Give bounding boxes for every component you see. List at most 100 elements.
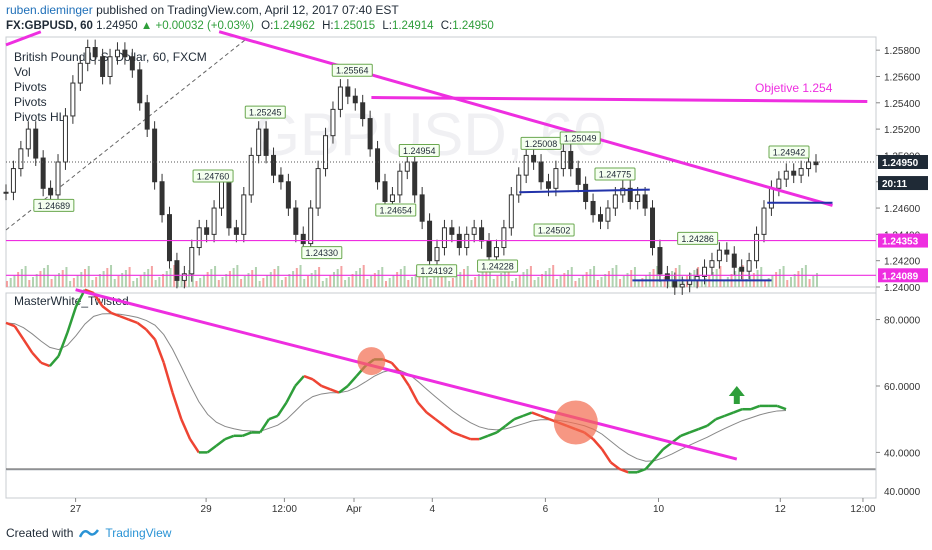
oscillator-segment: [303, 374, 314, 381]
volume-bar: [437, 273, 440, 287]
volume-bar: [188, 270, 191, 287]
legend-pivots-1: Pivots: [14, 80, 47, 94]
pivot-label: 1.25564: [336, 66, 369, 76]
candle-body: [77, 62, 83, 84]
oscillator-segment: [22, 338, 34, 354]
candle-body: [627, 187, 633, 202]
volume-bar: [72, 278, 75, 287]
candle-body: [568, 150, 574, 170]
candle-body: [635, 194, 641, 202]
low-label: L:: [382, 20, 392, 32]
pivot-label-box: [533, 223, 575, 237]
candle-body: [709, 260, 715, 268]
pivot-label-box: [594, 167, 636, 181]
volume-bar: [139, 275, 142, 287]
price-tag: [878, 233, 928, 248]
published-text: published on TradingView.com, April 12, …: [96, 3, 399, 17]
oscillator-segment: [531, 411, 542, 418]
volume-bar: [102, 271, 105, 287]
oscillator-segment: [487, 431, 498, 437]
candle-body: [731, 253, 737, 268]
volume-bar: [533, 280, 536, 287]
price-tag: [878, 268, 928, 283]
symbol-line: FX:GBPUSD, 60 1.24950 ▲ +0.00032 (+0.03%…: [6, 20, 494, 32]
high-value: 1.25015: [333, 20, 376, 32]
volume-bar: [206, 272, 209, 287]
author-link[interactable]: ruben.dieminger: [6, 3, 93, 17]
volume-bar: [515, 278, 518, 287]
tradingview-brand[interactable]: TradingView: [105, 526, 172, 540]
oscillator-segment: [732, 408, 743, 414]
volume-bar: [344, 280, 347, 287]
price-axis-label: 1.25400: [884, 99, 921, 110]
candle-body: [256, 128, 262, 156]
pivot-label-box: [375, 203, 417, 217]
objective-annotation: Objetive 1.254: [755, 81, 833, 95]
volume-bar: [715, 269, 718, 287]
oscillator-segment: [276, 401, 288, 417]
volume-bar: [98, 274, 101, 287]
oscillator-segment: [101, 305, 112, 314]
volume-bar: [17, 272, 20, 287]
candle-body: [360, 102, 366, 120]
pivot-label-box: [416, 264, 458, 278]
volume-bar: [674, 268, 677, 287]
volume-bar: [518, 275, 521, 287]
candle-body: [219, 181, 225, 209]
oscillator-segment: [609, 461, 621, 470]
candle-body: [293, 207, 299, 235]
price-axis-label: 1.24200: [884, 257, 921, 268]
oscillator-segment: [242, 431, 252, 437]
volume-bar: [362, 265, 365, 287]
candle-body: [397, 170, 403, 196]
volume-bar: [756, 270, 759, 287]
oscillator-segment: [136, 321, 147, 331]
volume-bar: [314, 270, 317, 287]
volume-bar: [50, 279, 53, 287]
oscillator-segment: [31, 351, 42, 364]
price-axis-label: 1.24000: [884, 283, 921, 294]
volume-bar: [240, 279, 243, 287]
candle-body: [263, 128, 269, 156]
volume-bar: [637, 281, 640, 287]
volume-bar: [128, 267, 131, 287]
volume-bar: [351, 274, 354, 287]
pivot-label: 1.24689: [38, 201, 71, 211]
volume-bar: [269, 272, 272, 287]
candle-body: [471, 227, 477, 235]
candle-body: [620, 187, 626, 196]
volume-bar: [418, 271, 421, 287]
candle-body: [493, 247, 499, 258]
volume-bar: [225, 274, 228, 287]
oscillator-segment: [644, 458, 656, 470]
time-axis-label: 29: [201, 504, 213, 515]
price-trendline: [371, 96, 868, 103]
candle-body: [612, 194, 618, 209]
volume-bar: [195, 281, 198, 287]
volume-bar: [786, 280, 789, 287]
candle-body: [523, 154, 529, 176]
volume-bar: [737, 268, 740, 287]
price-axis-label: 1.24600: [884, 204, 921, 215]
volume-bar: [58, 273, 61, 287]
volume-bar: [801, 268, 804, 287]
oscillator-segment: [504, 418, 516, 427]
candle-body: [516, 174, 522, 196]
volume-bar: [433, 276, 436, 287]
candle-body: [122, 49, 128, 58]
volume-bar: [325, 278, 328, 287]
osc-axis-label: 60.0000: [884, 382, 921, 393]
volume-bar: [529, 266, 532, 287]
oscillator-segment: [399, 372, 411, 387]
candle-body: [271, 154, 277, 176]
oscillator-segment: [338, 384, 349, 394]
oscillator-segment: [452, 431, 463, 437]
candle-body: [545, 181, 551, 189]
candle-body: [404, 161, 410, 172]
volume-bar: [336, 269, 339, 287]
oscillator-segment: [311, 378, 323, 387]
oscillator-segment: [215, 438, 226, 447]
candle-body: [531, 154, 537, 163]
volume-bar: [429, 279, 432, 287]
